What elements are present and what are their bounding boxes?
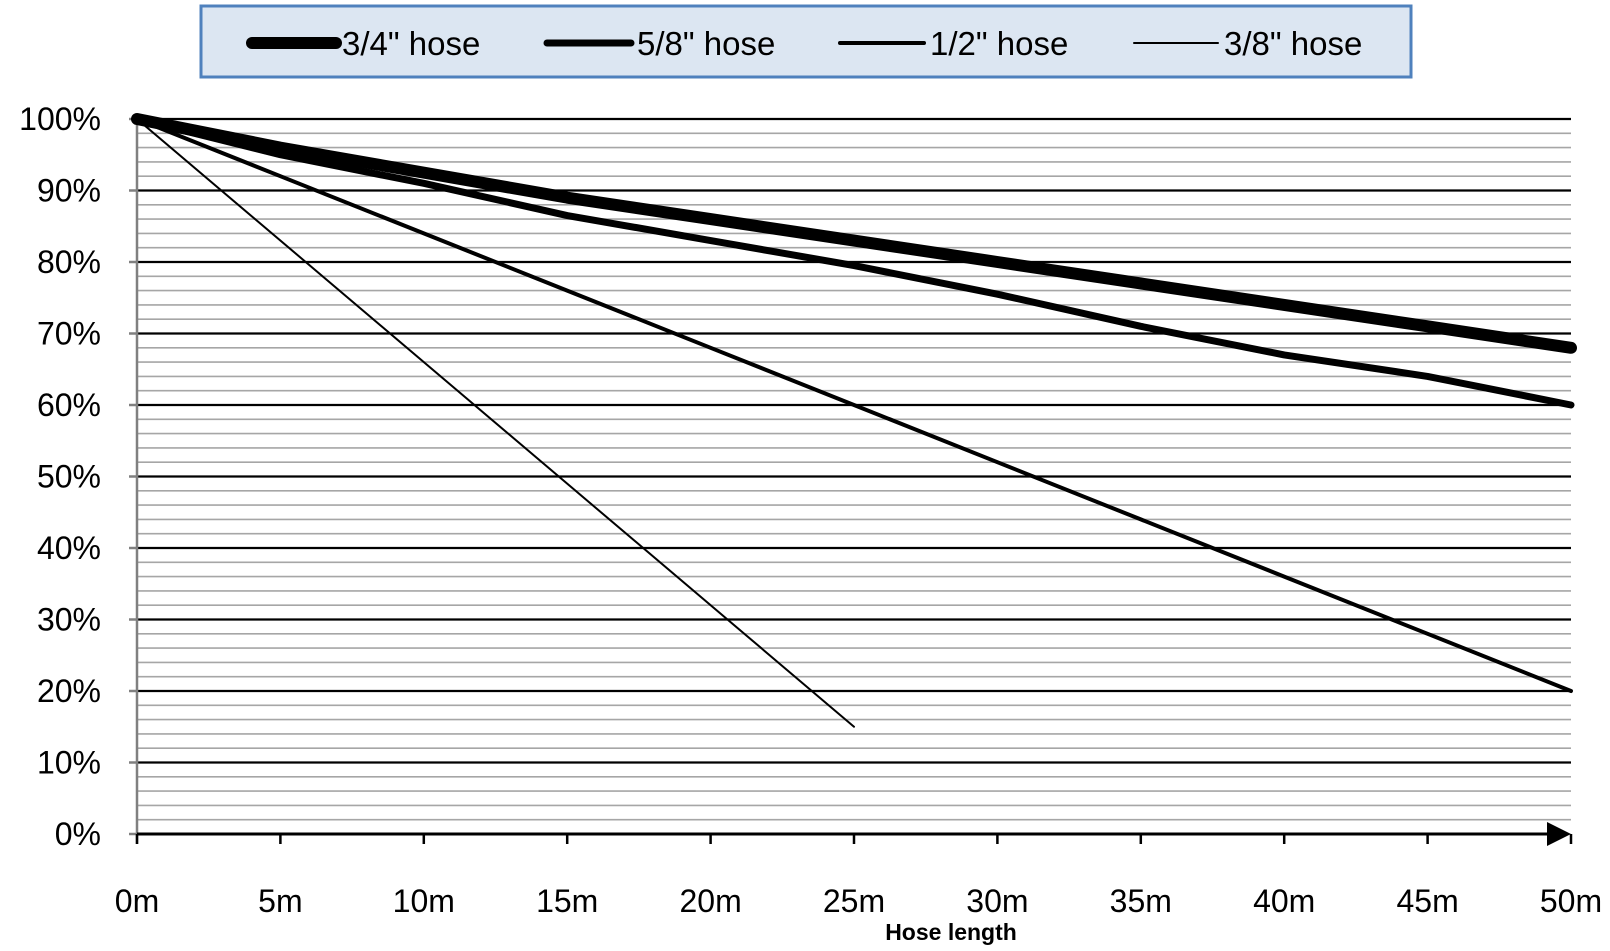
y-tick-label: 20% xyxy=(37,673,101,709)
series-line-4 xyxy=(136,118,855,728)
x-tick-label: 45m xyxy=(1396,883,1458,919)
x-tick-label: 5m xyxy=(258,883,302,919)
legend-label: 5/8" hose xyxy=(637,25,775,62)
axes xyxy=(129,117,1573,846)
x-axis-title: Hose length xyxy=(885,919,1017,945)
y-tick-label: 40% xyxy=(37,530,101,566)
y-tick-label: 100% xyxy=(19,101,101,137)
legend-items: 3/4" hose 5/8" hose 1/2" hose 3/8" hose xyxy=(246,25,1362,62)
y-tick-label: 60% xyxy=(37,387,101,423)
series-line-1 xyxy=(131,113,1577,354)
y-tick-label: 30% xyxy=(37,602,101,638)
data-series xyxy=(131,113,1577,728)
x-axis-arrow xyxy=(1547,822,1571,846)
legend-label: 3/4" hose xyxy=(342,25,480,62)
series-line-2 xyxy=(133,115,1575,409)
x-tick-label: 10m xyxy=(393,883,455,919)
legend-label: 3/8" hose xyxy=(1224,25,1362,62)
x-axis-tick-labels: 0m 5m 10m 15m 20m 25m 30m 35m 40m 45m 50m xyxy=(115,883,1602,919)
x-tick-label: 50m xyxy=(1540,883,1602,919)
y-tick-label: 50% xyxy=(37,459,101,495)
x-tick-label: 30m xyxy=(966,883,1028,919)
y-tick-label: 0% xyxy=(55,816,101,852)
x-tick-label: 40m xyxy=(1253,883,1315,919)
x-tick-label: 35m xyxy=(1110,883,1172,919)
y-tick-label: 80% xyxy=(37,244,101,280)
grid-lines xyxy=(137,117,1571,821)
x-tick-label: 25m xyxy=(823,883,885,919)
legend-box xyxy=(199,4,1413,79)
legend-label: 1/2" hose xyxy=(930,25,1068,62)
y-tick-label: 90% xyxy=(37,173,101,209)
series-line-3 xyxy=(135,117,1573,693)
x-tick-label: 0m xyxy=(115,883,159,919)
y-tick-label: 70% xyxy=(37,316,101,352)
y-tick-label: 10% xyxy=(37,745,101,781)
legend: 3/4" hose 5/8" hose 1/2" hose 3/8" hose xyxy=(199,4,1413,79)
x-tick-label: 20m xyxy=(679,883,741,919)
x-tick-label: 15m xyxy=(536,883,598,919)
y-axis-tick-labels: 0% 10% 20% 30% 40% 50% 60% 70% 80% 90% 100% xyxy=(19,101,101,852)
